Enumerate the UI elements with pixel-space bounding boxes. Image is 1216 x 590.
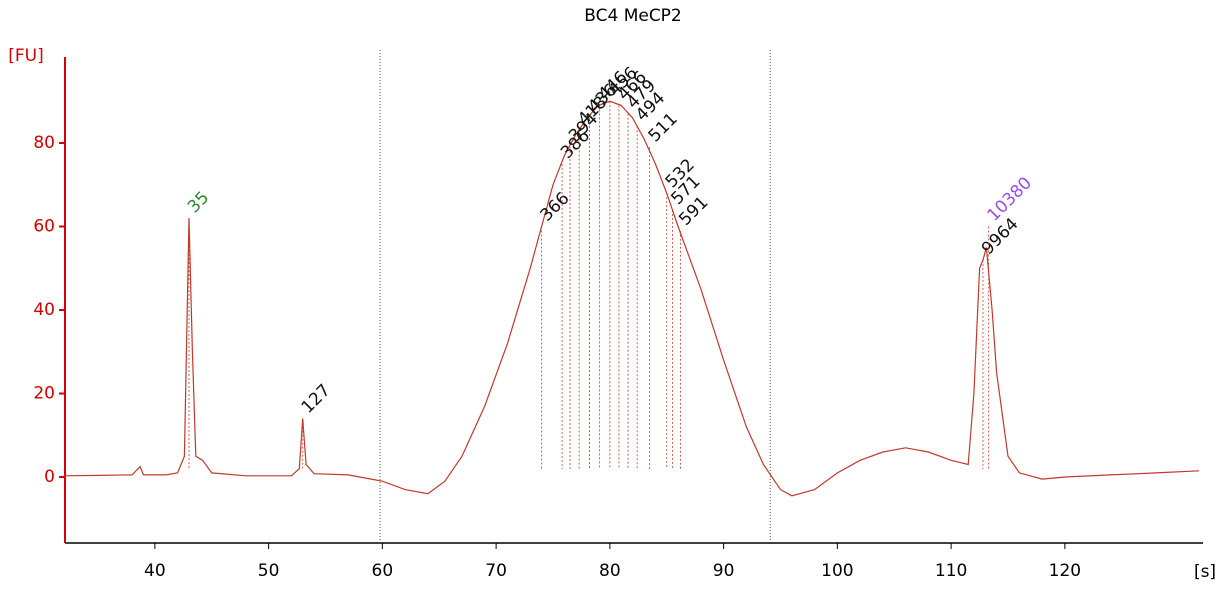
y-tick-label: 60 <box>33 217 55 237</box>
x-tick-label: 110 <box>935 561 967 581</box>
chart-title: BC4 MeCP2 <box>584 6 682 26</box>
x-axis-label: [s] <box>1194 562 1216 582</box>
y-axis-label: [FU] <box>8 46 44 66</box>
x-tick-label: 40 <box>144 561 166 581</box>
x-tick-label: 70 <box>485 561 507 581</box>
y-tick-label: 20 <box>33 384 55 404</box>
peak-label: 127 <box>298 381 335 418</box>
y-tick-label: 40 <box>33 300 55 320</box>
x-tick-label: 60 <box>372 561 394 581</box>
x-tick-label: 120 <box>1049 561 1081 581</box>
peak-label: 366 <box>537 188 574 225</box>
x-tick-label: 90 <box>713 561 735 581</box>
y-tick-label: 80 <box>33 133 55 153</box>
x-tick-label: 100 <box>821 561 853 581</box>
trace-line <box>63 100 1200 497</box>
x-tick-label: 50 <box>258 561 280 581</box>
y-tick-label: 0 <box>44 467 55 487</box>
peak-label: 35 <box>184 188 213 217</box>
x-tick-label: 80 <box>599 561 621 581</box>
